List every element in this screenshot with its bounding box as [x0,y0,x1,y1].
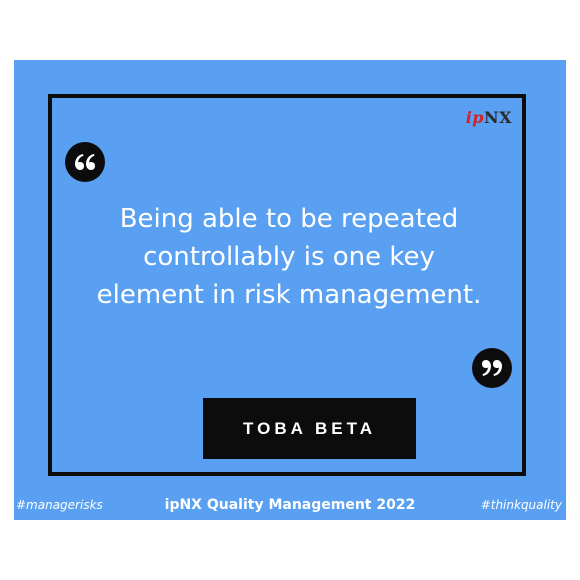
hashtag-thinkquality: #thinkquality [480,498,562,512]
close-quote-icon [472,348,512,388]
quote-line: Being able to be repeated [119,204,459,234]
author-badge: TOBA BETA [203,398,416,459]
quote-line: element in risk management. [96,280,482,310]
quote-text: Being able to be repeated controllably i… [54,200,524,314]
open-quote-icon [65,142,105,182]
quote-card: ipNX Being able to be repeated controlla… [14,60,566,520]
author-name: TOBA BETA [243,418,376,438]
quote-line: controllably is one key [143,242,435,272]
hashtag-managerisks: #managerisks [16,498,103,512]
ipnx-logo: ipNX [465,108,512,127]
quote-frame [48,94,526,476]
